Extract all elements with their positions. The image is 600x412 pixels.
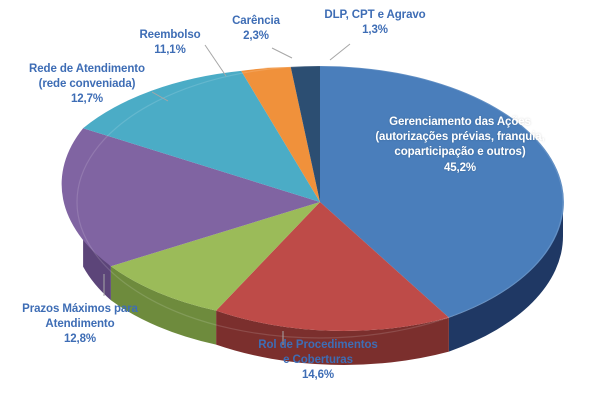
data-label-rol-de-procedimentos: Rol de Procedimentos e Coberturas 14,6%: [258, 339, 378, 381]
data-label-gerenciamento: Gerenciamento das Ações (autorizações pr…: [375, 116, 545, 174]
leader-line-rede: [151, 91, 169, 102]
slice-wall-prazos: [110, 266, 217, 345]
slice-prazos-maximos[interactable]: [110, 202, 321, 311]
pie-slices: [61, 65, 564, 331]
slice-carencia[interactable]: [241, 66, 320, 203]
data-label-prazos-maximos: Prazos Máximos para Atendimento 12,8%: [22, 303, 138, 345]
leader-lines: [103, 43, 351, 345]
slice-reembolso[interactable]: [83, 70, 320, 203]
slice-rol-de-procedimentos[interactable]: [216, 202, 449, 331]
leader-line-dlp: [329, 43, 351, 61]
data-label-reembolso: Reembolso 11,1%: [139, 29, 201, 56]
slice-dlp-cpt-agravo[interactable]: [290, 65, 320, 202]
data-label-rede-de-atendimento: Rede de Atendimento (rede conveniada) 12…: [29, 63, 145, 105]
slice-wall-rol: [216, 310, 449, 365]
leader-line-reembolso: [204, 44, 227, 77]
slice-wall-gerenciamento: [448, 202, 564, 352]
leader-line-carencia: [271, 47, 293, 59]
slice-rede-de-atendimento[interactable]: [61, 128, 320, 267]
data-label-dlp-cpt-agravo: DLP, CPT e Agravo 1,3%: [324, 9, 426, 36]
slice-gerenciamento[interactable]: [320, 65, 564, 318]
data-label-carencia: Carência 2,3%: [232, 15, 280, 42]
pie-rim-highlight: [76, 65, 564, 339]
